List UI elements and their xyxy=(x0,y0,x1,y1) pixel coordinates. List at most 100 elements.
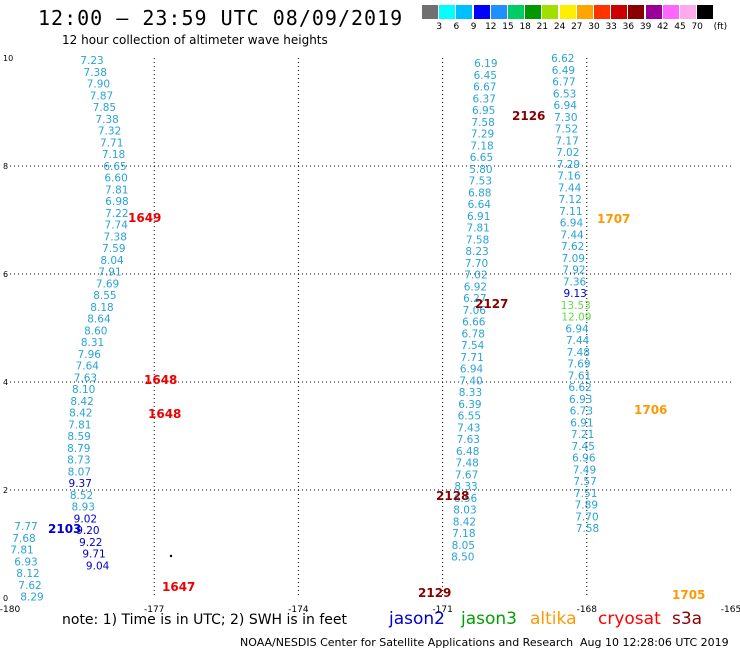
swh-value: 7.38 xyxy=(104,231,127,243)
swh-value: 8.73 xyxy=(67,455,90,467)
colorbar-label: 27 xyxy=(571,22,583,32)
swh-value: 8.12 xyxy=(16,568,39,580)
swh-value: 7.52 xyxy=(555,124,578,136)
swh-value: 12.09 xyxy=(561,312,591,324)
swh-value: 7.63 xyxy=(74,372,97,384)
swh-value: 6.78 xyxy=(462,328,485,340)
generated-timestamp: Aug 10 12:28:06 UTC 2019 xyxy=(580,636,729,649)
swh-value: 6.93 xyxy=(14,556,37,568)
swh-value: 6.66 xyxy=(462,317,486,329)
colorbar-label: 21 xyxy=(536,22,549,32)
colorbar-swatch xyxy=(473,5,491,19)
swh-value: 7.58 xyxy=(471,117,494,129)
swh-value: 7.90 xyxy=(87,79,110,91)
swh-value: 7.49 xyxy=(573,464,596,476)
swh-value: 6.53 xyxy=(553,88,576,100)
swh-value: 8.52 xyxy=(70,490,93,502)
swh-value: 9.13 xyxy=(563,288,586,300)
swh-value: 8.93 xyxy=(72,502,95,514)
legend-altika: altika xyxy=(530,609,577,629)
swh-value: 6.49 xyxy=(552,65,575,77)
y-tick-label: 2 xyxy=(3,486,8,495)
swh-value: 6.39 xyxy=(458,399,481,411)
swh-value: 7.32 xyxy=(98,126,121,138)
swh-value: 7.62 xyxy=(18,580,41,592)
swh-value: 7.67 xyxy=(455,469,478,481)
y-tick-label: 8 xyxy=(3,162,8,171)
colorbar-label: 18 xyxy=(519,22,531,32)
swh-value: 7.02 xyxy=(556,147,579,159)
colorbar-label: 70 xyxy=(691,22,703,32)
colorbar-swatch xyxy=(422,5,439,19)
swh-value: 7.81 xyxy=(105,184,128,196)
swh-value: 7.43 xyxy=(457,422,480,434)
swh-value: 7.48 xyxy=(455,458,478,470)
swh-value: 8.64 xyxy=(87,314,111,326)
swh-value: 7.92 xyxy=(562,265,585,277)
swh-value: 7.57 xyxy=(573,476,596,488)
colorbar-label: 42 xyxy=(657,22,669,32)
pass-time-label: 2126 xyxy=(512,109,545,123)
swh-value: 7.44 xyxy=(558,182,582,194)
swh-value: 7.81 xyxy=(466,223,489,235)
swh-value: 6.65 xyxy=(470,152,493,164)
x-tick-label: -177 xyxy=(144,605,164,615)
swh-value: 8.59 xyxy=(67,431,90,443)
swh-value: 7.18 xyxy=(470,140,493,152)
swh-value: 7.70 xyxy=(575,511,598,523)
pass-time-label: 1707 xyxy=(597,212,630,226)
swh-value: 6.67 xyxy=(473,82,496,94)
legend-jason3: jason3 xyxy=(461,609,517,629)
colorbar-label: 36 xyxy=(622,22,635,32)
swh-value: 7.58 xyxy=(576,523,599,535)
colorbar-label: 24 xyxy=(553,22,566,32)
swh-value: 6.37 xyxy=(473,93,496,105)
swh-value: 7.21 xyxy=(571,429,594,441)
swh-value: 9.04 xyxy=(86,560,110,572)
swh-value: 7.09 xyxy=(562,253,585,265)
swh-value: 8.42 xyxy=(453,516,476,528)
pass-time-label: 1649 xyxy=(128,211,161,225)
swh-value: 7.63 xyxy=(457,434,480,446)
swh-value: 8.10 xyxy=(72,384,95,396)
swh-value: 6.91 xyxy=(570,417,593,429)
x-tick-label: -165 xyxy=(721,605,740,615)
swh-value: 6.94 xyxy=(560,218,584,230)
legend-cryosat: cryosat xyxy=(598,609,661,629)
swh-value: 8.60 xyxy=(84,325,107,337)
swh-value: 7.74 xyxy=(105,220,129,232)
swh-value: 7.44 xyxy=(560,229,584,241)
swh-value: 6.77 xyxy=(552,77,575,89)
colorbar-label: 6 xyxy=(453,22,460,32)
swh-value: 7.58 xyxy=(466,234,489,246)
credit-text: NOAA/NESDIS Center for Satellite Applica… xyxy=(240,636,574,649)
swh-value: 7.40 xyxy=(459,375,482,387)
swh-value: 8.29 xyxy=(20,592,43,604)
stray-point-marker xyxy=(169,554,173,558)
colorbar-swatch xyxy=(645,5,663,19)
swh-value: 7.48 xyxy=(567,347,590,359)
swh-value: 8.07 xyxy=(68,466,91,478)
colorbar-label: 33 xyxy=(605,22,617,32)
swh-value: 6.55 xyxy=(458,411,481,423)
pass-time-label: 1648 xyxy=(144,373,177,387)
y-tick-label: 0 xyxy=(3,594,8,603)
swh-value: 9.02 xyxy=(74,513,97,525)
swh-value: 7.06 xyxy=(463,305,487,317)
swh-value: 6.27 xyxy=(463,293,486,305)
swh-value: 7.71 xyxy=(460,352,483,364)
colorbar-swatch xyxy=(594,5,611,19)
colorbar-swatch xyxy=(542,5,560,19)
pass-time-label: 2128 xyxy=(436,489,469,503)
swh-value: 7.54 xyxy=(461,340,485,352)
swh-value: 7.18 xyxy=(102,149,125,161)
swh-value: 8.03 xyxy=(453,505,476,517)
colorbar-label: 15 xyxy=(502,22,514,32)
y-tick-label: 10 xyxy=(3,54,13,63)
pass-time-label: 1705 xyxy=(672,588,705,602)
pass-time-label: 2103 xyxy=(48,522,81,536)
colorbar-swatch xyxy=(662,5,680,19)
swh-value: 7.44 xyxy=(566,335,590,347)
